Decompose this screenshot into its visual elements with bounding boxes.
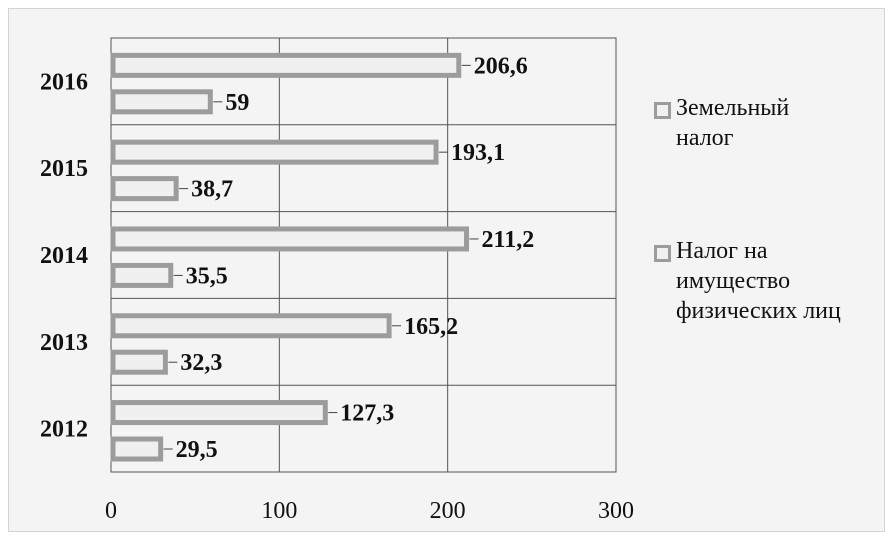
- legend-line: имущество: [676, 268, 791, 294]
- legend-label-property-tax: Налог на имущество физических лиц: [676, 236, 886, 326]
- data-label: 35,5: [186, 263, 228, 289]
- data-label: 193,1: [451, 140, 505, 166]
- x-tick-label: 100: [261, 498, 297, 524]
- data-label: 59: [225, 90, 249, 116]
- y-category-label: 2013: [40, 330, 88, 356]
- data-label: 211,2: [482, 227, 535, 253]
- y-category-label: 2014: [40, 243, 88, 269]
- bar: [110, 262, 174, 288]
- legend-label-land-tax: Земельный налог: [676, 93, 886, 153]
- y-category-label: 2016: [40, 69, 88, 95]
- data-label: 29,5: [176, 437, 218, 463]
- data-label: 206,6: [474, 53, 528, 79]
- legend-line: налог: [676, 125, 734, 151]
- bar: [110, 313, 392, 339]
- bar: [110, 349, 168, 375]
- x-tick-label: 200: [430, 498, 466, 524]
- data-label: 32,3: [180, 350, 222, 376]
- legend-line: физических лиц: [676, 298, 841, 324]
- bar: [110, 176, 179, 202]
- bar: [110, 139, 439, 165]
- y-category-label: 2015: [40, 156, 88, 182]
- legend-line: Налог на: [676, 238, 768, 264]
- y-category-label: 2012: [40, 417, 88, 443]
- data-label: 127,3: [340, 401, 394, 427]
- bar: [110, 400, 328, 426]
- legend-line: Земельный: [676, 95, 790, 121]
- data-label: 165,2: [404, 314, 458, 340]
- bar: [110, 436, 164, 462]
- bar: [110, 52, 462, 78]
- legend-swatch-property-tax: [654, 245, 671, 262]
- x-tick-label: 0: [105, 498, 117, 524]
- legend-swatch-land-tax: [654, 102, 671, 119]
- data-label: 38,7: [191, 177, 233, 203]
- x-tick-label: 300: [598, 498, 634, 524]
- bar: [110, 226, 470, 252]
- bar: [110, 89, 213, 115]
